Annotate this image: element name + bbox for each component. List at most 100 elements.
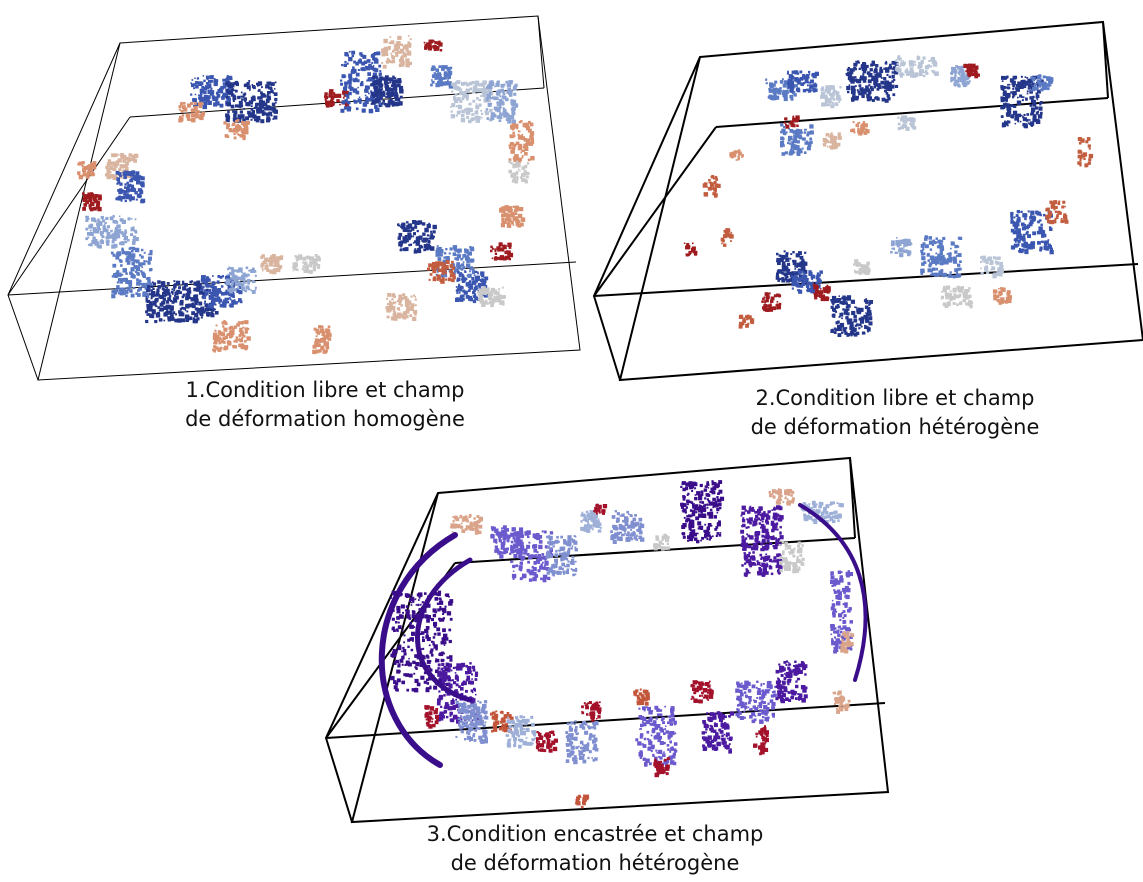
crack-cluster — [1077, 137, 1094, 168]
crack-cluster — [895, 55, 939, 78]
crack-cluster — [581, 701, 602, 722]
caption-3-line-1: 3.Condition encastrée et champ — [426, 822, 764, 846]
crack-cluster — [477, 286, 506, 308]
crack-arc — [798, 503, 868, 682]
crack-cluster — [940, 285, 974, 309]
crack-cluster — [735, 680, 777, 724]
crack-cluster — [225, 266, 257, 294]
crack-cluster — [980, 255, 1004, 279]
crack-cluster — [683, 242, 698, 257]
crack-clusters-2 — [683, 55, 1094, 337]
crack-cluster — [839, 631, 855, 654]
crack-cluster — [890, 237, 913, 258]
crack-cluster — [633, 688, 650, 706]
caption-panel-3: 3.Condition encastrée et champ de déform… — [360, 820, 830, 878]
crack-cluster — [225, 80, 278, 124]
crack-cluster — [490, 242, 514, 261]
crack-cluster — [593, 503, 608, 515]
crack-cluster — [292, 254, 321, 274]
crack-cluster — [1030, 74, 1054, 92]
crack-cluster — [575, 794, 590, 809]
crack-cluster — [845, 60, 899, 103]
caption-2-line-1: 2.Condition libre et champ — [755, 386, 1035, 410]
crack-cluster — [753, 725, 769, 756]
crack-cluster — [505, 715, 537, 749]
crack-ring-arc — [378, 503, 868, 768]
crack-cluster — [485, 80, 519, 124]
crack-cluster — [324, 89, 350, 108]
crack-cluster — [115, 170, 146, 204]
crack-cluster — [427, 260, 456, 284]
crack-cluster — [761, 292, 782, 312]
crack-cluster — [545, 535, 578, 577]
crack-cluster — [822, 132, 842, 150]
crack-cluster — [381, 35, 412, 69]
caption-1-line-1: 1.Condition libre et champ — [185, 378, 465, 402]
crack-cluster — [110, 246, 153, 299]
crack-cluster — [223, 119, 250, 141]
crack-cluster — [77, 161, 97, 180]
crack-cluster — [212, 320, 251, 353]
panel-2-heterogeneous-free — [592, 20, 1143, 382]
crack-cluster — [740, 505, 784, 577]
crack-cluster — [950, 65, 971, 88]
crack-cluster — [702, 175, 721, 198]
caption-3-line-2: de déformation hétérogène — [450, 851, 740, 875]
crack-cluster — [765, 78, 798, 102]
crack-cluster — [775, 660, 808, 704]
caption-panel-1: 1.Condition libre et champ de déformatio… — [90, 376, 560, 434]
crack-cluster — [778, 540, 805, 574]
crack-cluster — [455, 270, 489, 304]
crack-arc — [378, 532, 458, 768]
box-wireframe-3 — [324, 456, 890, 824]
crack-cluster — [780, 123, 814, 156]
caption-1-line-2: de déformation homogène — [185, 407, 465, 431]
crack-cluster — [190, 75, 233, 110]
crack-cluster — [260, 254, 284, 275]
crack-cluster — [424, 705, 439, 729]
crack-cluster — [720, 228, 734, 247]
panel-3-heterogeneous-fixed — [324, 456, 890, 824]
crack-cluster — [450, 514, 483, 535]
crack-cluster — [370, 75, 404, 108]
crack-cluster — [701, 711, 735, 754]
crack-cluster — [738, 314, 755, 329]
crack-cluster — [830, 570, 853, 654]
panel-1-homogeneous-free — [7, 15, 581, 381]
crack-cluster — [565, 720, 599, 765]
crack-cluster — [455, 700, 489, 744]
crack-cluster — [385, 293, 418, 321]
crack-cluster — [200, 275, 243, 309]
crack-cluster — [580, 510, 602, 533]
crack-cluster — [820, 85, 842, 109]
crack-cluster — [653, 757, 670, 778]
crack-cluster — [610, 510, 645, 544]
crack-cluster — [729, 149, 744, 161]
crack-cluster — [850, 121, 870, 136]
crack-clusters-1 — [77, 35, 535, 355]
crack-cluster — [312, 325, 332, 355]
crack-cluster — [510, 530, 554, 583]
crack-cluster — [768, 488, 795, 506]
crack-cluster — [920, 235, 963, 279]
crack-cluster — [508, 120, 535, 163]
crack-cluster — [430, 65, 454, 89]
crack-cluster — [830, 295, 873, 337]
crack-cluster — [535, 730, 558, 753]
crack-cluster — [783, 115, 800, 129]
crack-arc — [415, 557, 473, 703]
caption-panel-2: 2.Condition libre et champ de déformatio… — [660, 384, 1130, 442]
crack-cluster — [832, 690, 851, 714]
crack-cluster — [499, 205, 526, 228]
crack-cluster — [450, 80, 494, 124]
caption-2-line-2: de déformation hétérogène — [750, 415, 1040, 439]
crack-cluster — [1010, 210, 1054, 255]
crack-cluster — [680, 480, 725, 544]
crack-cluster — [490, 525, 525, 559]
crack-cluster — [786, 70, 819, 93]
crack-cluster — [490, 710, 514, 733]
crack-cluster — [82, 192, 102, 212]
crack-cluster — [508, 160, 530, 184]
crack-cluster — [423, 39, 443, 52]
